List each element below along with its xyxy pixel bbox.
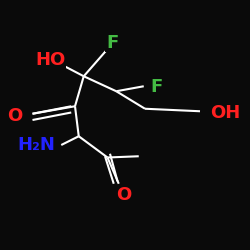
Text: F: F bbox=[106, 34, 119, 52]
Text: HO: HO bbox=[35, 51, 65, 69]
Text: O: O bbox=[7, 107, 22, 125]
Text: F: F bbox=[150, 78, 162, 96]
Text: O: O bbox=[116, 186, 132, 204]
Text: OH: OH bbox=[210, 104, 240, 122]
Text: H₂N: H₂N bbox=[17, 136, 55, 154]
